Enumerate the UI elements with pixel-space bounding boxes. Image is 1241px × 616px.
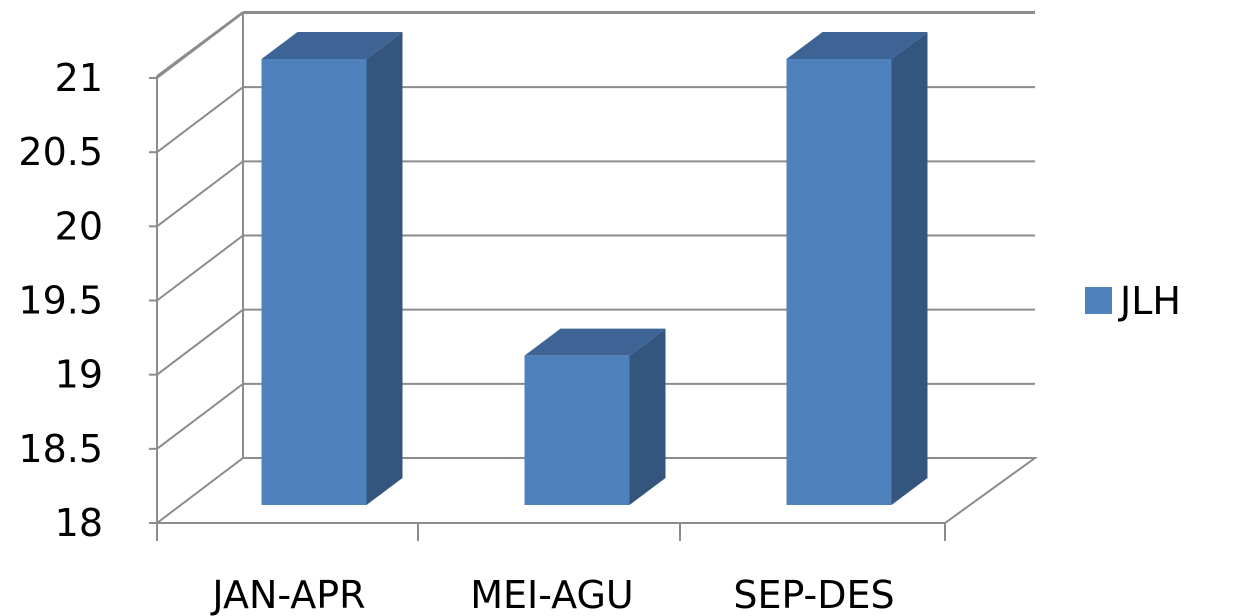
legend: JLH: [1085, 279, 1181, 323]
bar-side-face: [891, 32, 928, 505]
bar-top-face: [786, 32, 928, 59]
bar: [786, 32, 928, 505]
bar-top-face: [524, 328, 666, 356]
bar-side-face: [366, 32, 403, 505]
labels-layer: 18 18.5 19 19.5 20 20.5 21 JAN-APR MEI-AGU SEP-DE…: [18, 56, 894, 616]
bar-top-face: [261, 32, 403, 59]
bar-side-face: [629, 328, 666, 505]
legend-swatch: [1085, 287, 1112, 314]
bar-front-face: [261, 59, 367, 505]
grid-layer: [149, 11, 1039, 541]
x-tick-label: MEI-AGU: [470, 573, 633, 616]
y-tick-label: 21: [55, 56, 103, 100]
left-wall-top-edge: [156, 11, 244, 77]
bars-layer: [261, 32, 928, 505]
y-tick-label: 18.5: [18, 427, 103, 471]
y-tick-label: 19: [55, 353, 103, 397]
x-tick-label: SEP-DES: [733, 573, 894, 616]
floor-plane: [156, 457, 1039, 524]
x-tick-label: JAN-APR: [210, 573, 365, 616]
bar-front-face: [786, 59, 892, 505]
y-tick-label: 20.5: [18, 130, 103, 174]
bar: [261, 32, 403, 505]
bar: [524, 328, 666, 505]
y-tick-label: 20: [55, 204, 103, 248]
legend-label: JLH: [1118, 279, 1181, 323]
bar-front-face: [524, 355, 630, 505]
y-tick-label: 18: [55, 501, 103, 545]
y-tick-label: 19.5: [18, 279, 103, 323]
